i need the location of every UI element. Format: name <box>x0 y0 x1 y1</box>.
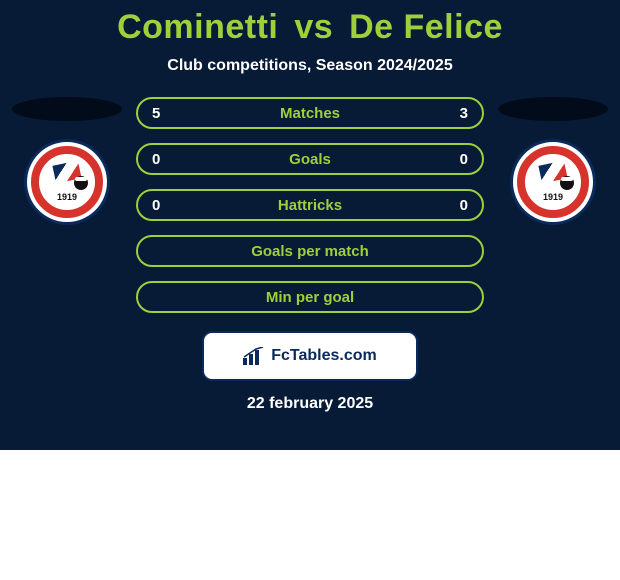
stat-right-value: 3 <box>460 105 468 122</box>
stat-right-value: 0 <box>460 197 468 214</box>
crest-moor-head-icon <box>560 176 574 190</box>
comparison-title: Cominetti vs De Felice <box>0 8 620 47</box>
stat-pill: 0 Hattricks 0 <box>136 189 484 221</box>
header: Cominetti vs De Felice Club competitions… <box>0 0 620 75</box>
stat-pill: Goals per match <box>136 235 484 267</box>
stat-label: Hattricks <box>278 197 342 214</box>
right-club-crest-icon: 1919 <box>510 139 596 225</box>
subtitle: Club competitions, Season 2024/2025 <box>0 57 620 75</box>
crest-year-right: 1919 <box>543 192 563 202</box>
player2-name: De Felice <box>349 8 503 46</box>
brand-box: FcTables.com <box>202 331 418 381</box>
stat-pill: Min per goal <box>136 281 484 313</box>
right-side: 1919 <box>498 97 608 225</box>
stat-pill: 0 Goals 0 <box>136 143 484 175</box>
brand-text: FcTables.com <box>271 347 377 365</box>
stat-label: Goals <box>289 151 331 168</box>
right-ellipse-icon <box>498 97 608 121</box>
stat-left-value: 0 <box>152 197 160 214</box>
stat-left-value: 0 <box>152 151 160 168</box>
stat-label: Min per goal <box>266 289 354 306</box>
player1-name: Cominetti <box>117 8 278 46</box>
left-side: 1919 <box>12 97 122 225</box>
crest-year-left: 1919 <box>57 192 77 202</box>
stat-pill: 5 Matches 3 <box>136 97 484 129</box>
crest-moor-head-icon <box>74 176 88 190</box>
snapshot-date: 22 february 2025 <box>0 395 620 413</box>
body-row: 1919 5 Matches 3 0 Goals 0 0 Hattricks 0 Goals pe… <box>0 97 620 313</box>
stat-label: Goals per match <box>251 243 369 260</box>
comparison-card: Cominetti vs De Felice Club competitions… <box>0 0 620 450</box>
bar-chart-icon <box>243 347 265 365</box>
stat-left-value: 5 <box>152 105 160 122</box>
stat-right-value: 0 <box>460 151 468 168</box>
left-ellipse-icon <box>12 97 122 121</box>
stat-label: Matches <box>280 105 340 122</box>
left-club-crest-icon: 1919 <box>24 139 110 225</box>
stats-column: 5 Matches 3 0 Goals 0 0 Hattricks 0 Goals per mat… <box>136 97 484 313</box>
vs-separator: vs <box>294 8 333 46</box>
